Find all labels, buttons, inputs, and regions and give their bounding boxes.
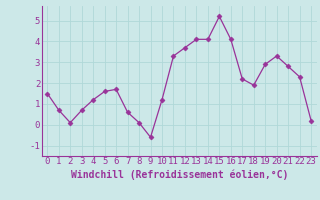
- X-axis label: Windchill (Refroidissement éolien,°C): Windchill (Refroidissement éolien,°C): [70, 169, 288, 180]
